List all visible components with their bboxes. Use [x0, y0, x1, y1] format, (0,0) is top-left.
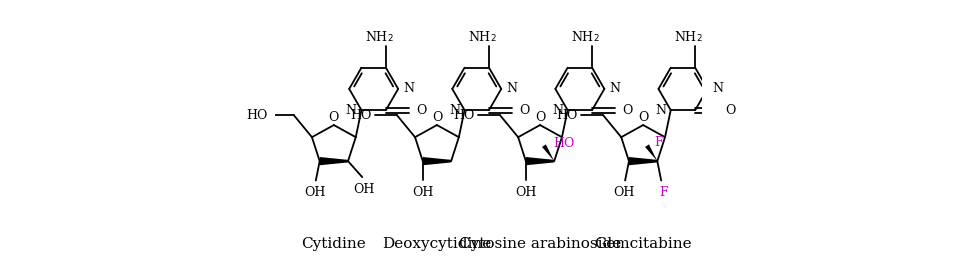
- Text: $_2$: $_2$: [697, 31, 703, 44]
- Text: OH: OH: [353, 183, 374, 196]
- Text: NH: NH: [365, 31, 387, 44]
- Text: O: O: [622, 104, 633, 117]
- Text: N: N: [506, 82, 518, 95]
- Text: O: O: [638, 111, 649, 124]
- Text: NH: NH: [674, 31, 697, 44]
- Text: N: N: [448, 104, 460, 117]
- Text: O: O: [416, 104, 427, 117]
- Polygon shape: [423, 157, 451, 165]
- Text: HO: HO: [247, 109, 268, 122]
- Text: N: N: [346, 104, 357, 117]
- Text: NH: NH: [468, 31, 490, 44]
- Text: F: F: [655, 136, 663, 149]
- Polygon shape: [645, 144, 658, 161]
- Text: O: O: [726, 104, 736, 117]
- Text: O: O: [534, 111, 545, 124]
- Text: $_2$: $_2$: [593, 31, 600, 44]
- Text: O: O: [520, 104, 530, 117]
- Text: NH: NH: [572, 31, 593, 44]
- Text: F: F: [658, 186, 667, 199]
- Text: N: N: [404, 82, 414, 95]
- Text: N: N: [610, 82, 620, 95]
- Text: N: N: [712, 82, 724, 95]
- Text: Cytidine: Cytidine: [302, 237, 366, 251]
- Text: Cytosine arabinoside: Cytosine arabinoside: [459, 237, 621, 251]
- Text: O: O: [328, 111, 339, 124]
- Text: Gemcitabine: Gemcitabine: [594, 237, 692, 251]
- Text: HO: HO: [556, 109, 577, 122]
- Text: HO: HO: [453, 109, 474, 122]
- Text: $_2$: $_2$: [490, 31, 497, 44]
- Text: Deoxycytidine: Deoxycytidine: [382, 237, 491, 251]
- Text: HO: HO: [554, 136, 575, 150]
- Text: OH: OH: [412, 186, 434, 199]
- Polygon shape: [629, 157, 658, 165]
- Text: HO: HO: [350, 109, 371, 122]
- Polygon shape: [319, 157, 348, 165]
- Text: $_2$: $_2$: [387, 31, 394, 44]
- Text: OH: OH: [304, 186, 325, 199]
- Polygon shape: [526, 157, 554, 165]
- Text: O: O: [432, 111, 443, 124]
- Text: N: N: [552, 104, 563, 117]
- Polygon shape: [542, 144, 554, 161]
- Text: OH: OH: [515, 186, 536, 199]
- Text: N: N: [656, 104, 666, 117]
- Text: OH: OH: [614, 186, 634, 199]
